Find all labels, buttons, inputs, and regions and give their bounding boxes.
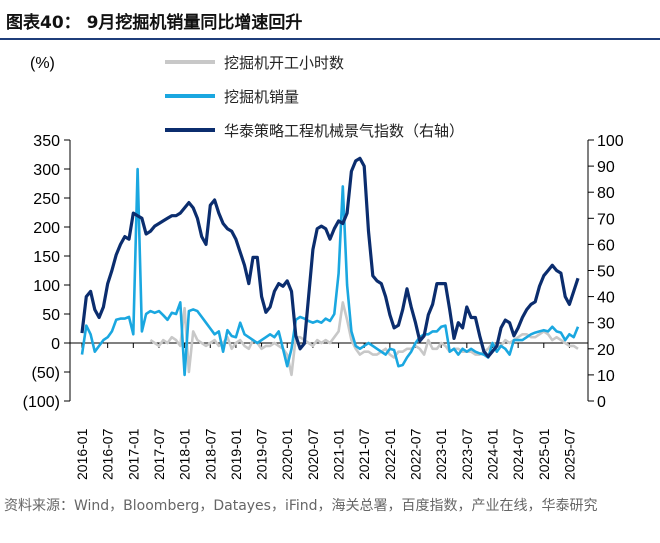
x-tick-label: 2023-01 — [433, 428, 449, 480]
series-line-华泰策略工程机械景气指数（右轴） — [80, 156, 580, 359]
x-tick-label: 2021-01 — [331, 428, 347, 480]
x-tick-label: 2018-07 — [202, 428, 218, 480]
left-tick-label: 150 — [33, 249, 60, 266]
left-tick-label: (100) — [23, 394, 60, 411]
left-tick-label: (50) — [32, 365, 60, 382]
chart-title: 图表40： 9月挖掘机销量同比增速回升 — [6, 13, 303, 33]
x-tick-label: 2022-01 — [382, 428, 398, 480]
source-note: 资料来源：Wind，Bloomberg，Datayes，iFind，海关总署，百… — [4, 498, 598, 514]
x-tick-label: 2019-01 — [228, 428, 244, 480]
legend-label: 挖掘机销量 — [224, 88, 299, 106]
x-tick-label: 2017-01 — [125, 428, 141, 480]
left-tick-label: 300 — [33, 162, 60, 179]
x-tick-label: 2025-01 — [536, 428, 552, 480]
left-tick-label: 200 — [33, 220, 60, 237]
left-tick-label: 350 — [33, 133, 60, 150]
x-tick-label: 2020-01 — [279, 428, 295, 480]
legend-label: 华泰策略工程机械景气指数（右轴） — [224, 122, 464, 140]
legend-label: 挖掘机开工小时数 — [224, 54, 344, 72]
x-tick-label: 2022-07 — [408, 428, 424, 480]
left-tick-label: 50 — [42, 307, 60, 324]
right-tick-label: 0 — [597, 394, 606, 411]
left-tick-label: 100 — [33, 278, 60, 295]
right-tick-label: 90 — [597, 159, 615, 176]
x-tick-label: 2016-07 — [100, 428, 116, 480]
x-tick-label: 2020-07 — [305, 428, 321, 480]
x-tick-label: 2024-07 — [510, 428, 526, 480]
right-tick-label: 80 — [597, 185, 615, 202]
left-tick-label: 0 — [51, 336, 60, 353]
right-tick-label: 30 — [597, 316, 615, 333]
right-tick-label: 10 — [597, 368, 615, 385]
x-tick-label: 2019-07 — [254, 428, 270, 480]
right-tick-label: 50 — [597, 264, 615, 281]
title-divider — [0, 38, 660, 40]
x-tick-label: 2023-07 — [459, 428, 475, 480]
right-tick-label: 100 — [597, 133, 624, 150]
right-tick-label: 60 — [597, 237, 615, 254]
right-tick-label: 40 — [597, 290, 615, 307]
right-tick-label: 70 — [597, 211, 615, 228]
x-tick-label: 2025-07 — [561, 428, 577, 480]
x-tick-label: 2016-01 — [74, 428, 90, 480]
left-tick-label: 250 — [33, 191, 60, 208]
x-tick-label: 2021-07 — [356, 428, 372, 480]
right-tick-label: 20 — [597, 342, 615, 359]
x-tick-label: 2017-07 — [151, 428, 167, 480]
series-line-挖掘机开工小时数 — [149, 301, 579, 377]
x-tick-label: 2018-01 — [177, 428, 193, 480]
left-axis-unit: (%) — [30, 55, 55, 72]
x-tick-label: 2024-01 — [484, 428, 500, 480]
